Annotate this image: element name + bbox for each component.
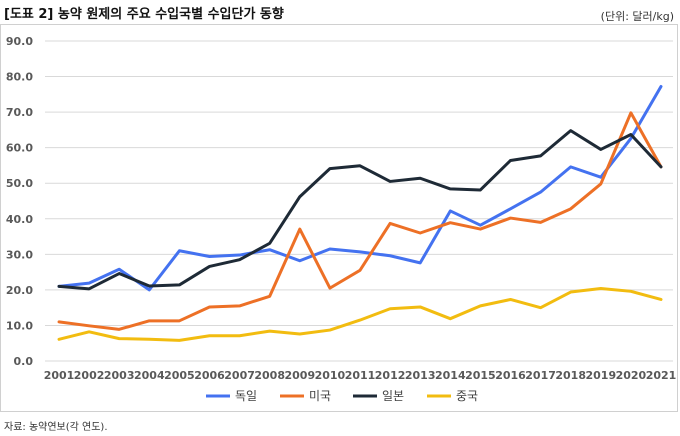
y-tick-label: 90.0	[6, 35, 33, 48]
x-tick-label: 2008	[254, 369, 285, 382]
y-tick-label: 60.0	[6, 142, 33, 155]
x-tick-label: 2009	[284, 369, 315, 382]
y-tick-label: 20.0	[6, 284, 33, 297]
x-tick-label: 2004	[134, 369, 165, 382]
x-tick-label: 2014	[435, 369, 466, 382]
legend-label: 일본	[382, 389, 404, 403]
series-line-3	[57, 286, 663, 342]
x-tick-label: 2006	[194, 369, 225, 382]
series-line-1	[57, 111, 663, 331]
x-tick-label: 2016	[495, 369, 526, 382]
y-tick-label: 80.0	[6, 71, 33, 84]
legend: 독일 미국 일본 중국	[206, 389, 478, 403]
x-tick-label: 2007	[224, 369, 255, 382]
chart-title: [도표 2] 농약 원제의 주요 수입국별 수입단가 동향	[4, 7, 284, 22]
source-note: 자료: 농약연보(각 연도).	[4, 422, 108, 433]
x-tick-label: 2005	[164, 369, 195, 382]
y-tick-label: 70.0	[6, 106, 33, 119]
x-tick-label: 2003	[104, 369, 135, 382]
x-tick-label: 2015	[465, 369, 496, 382]
y-tick-label: 30.0	[6, 248, 33, 261]
legend-label: 미국	[309, 389, 331, 403]
series-lines	[57, 85, 663, 342]
y-tick-label: 40.0	[6, 213, 33, 226]
line-chart: 0.010.020.030.040.050.060.070.080.090.0 …	[6, 35, 677, 403]
x-tick-label: 2020	[616, 369, 647, 382]
y-tick-label: 10.0	[6, 319, 33, 332]
x-tick-label: 2019	[585, 369, 616, 382]
series-line-2	[57, 129, 663, 291]
x-tick-label: 2001	[44, 369, 75, 382]
chart-frame: 0.0 10.0 20.0 30.0 40.0 50.0 60.0 70.0 80.0 90.0 …	[0, 24, 678, 412]
y-tick-label: 0.0	[14, 355, 34, 368]
x-tick-label: 2011	[345, 369, 376, 382]
legend-label: 독일	[235, 389, 257, 403]
legend-label: 중국	[456, 389, 478, 403]
x-tick-label: 2012	[375, 369, 406, 382]
x-tick-label: 2010	[315, 369, 346, 382]
unit-label: (단위: 달러/kg)	[600, 10, 674, 23]
x-tick-label: 2017	[525, 369, 556, 382]
x-axis-ticks: 2001 2002 2003 2004 2005 2006 2007 2008 2009 2010…	[44, 369, 677, 382]
x-tick-label: 2018	[555, 369, 586, 382]
x-tick-label: 2013	[405, 369, 436, 382]
x-tick-label: 2002	[74, 369, 105, 382]
y-axis-ticks: 0.0 10.0 20.0 30.0 40.0 50.0 60.0 70.0 80.0 90.0	[6, 35, 33, 368]
y-tick-label: 50.0	[6, 177, 33, 190]
series-line-0	[57, 85, 663, 292]
x-tick-label: 2021	[646, 369, 677, 382]
